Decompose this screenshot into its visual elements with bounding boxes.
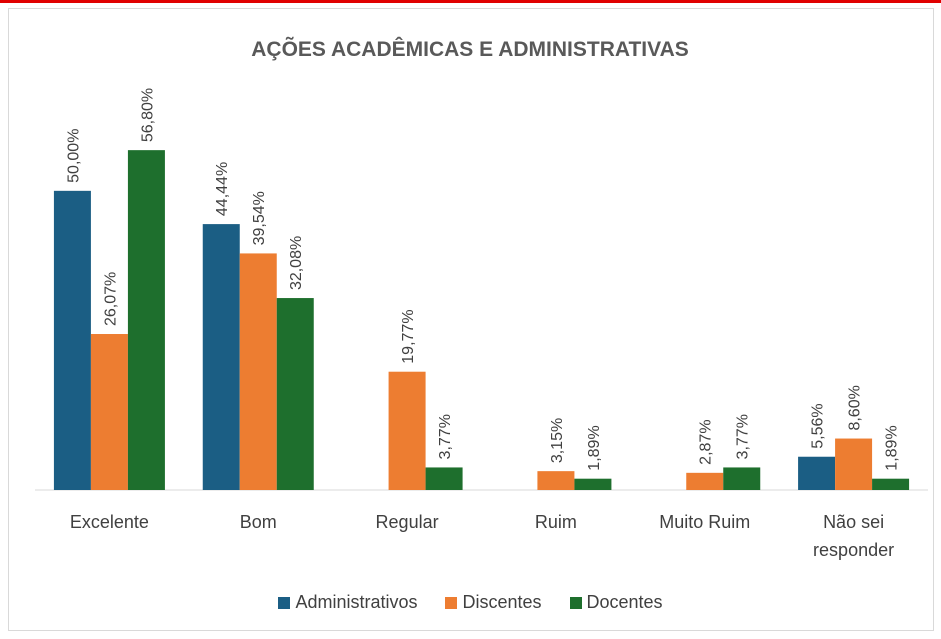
bar xyxy=(872,478,910,490)
bar xyxy=(388,371,426,490)
data-label: 1,89% xyxy=(586,425,603,470)
bar xyxy=(537,471,575,490)
bar xyxy=(127,150,165,490)
legend-swatch xyxy=(569,596,582,609)
bar xyxy=(202,224,240,491)
x-tick-label: Muito Ruim xyxy=(659,512,751,532)
legend-item: Docentes xyxy=(569,592,663,613)
data-label: 3,77% xyxy=(437,414,454,459)
bar xyxy=(835,438,873,490)
bar xyxy=(53,190,91,491)
chart-frame xyxy=(8,8,934,631)
bar xyxy=(574,478,612,490)
bar xyxy=(425,467,463,490)
top-rule xyxy=(0,0,941,3)
data-label: 39,54% xyxy=(251,191,268,245)
bar xyxy=(276,298,314,490)
data-label: 8,60% xyxy=(847,385,864,430)
x-tick-label: Excelente xyxy=(69,512,149,532)
bar xyxy=(723,467,761,490)
data-label: 2,87% xyxy=(698,419,715,464)
legend-label: Docentes xyxy=(586,592,663,612)
legend-swatch xyxy=(278,596,291,609)
data-label: 1,89% xyxy=(884,425,901,470)
bar xyxy=(239,253,277,490)
legend-item: Discentes xyxy=(445,592,542,613)
legend-item: Administrativos xyxy=(278,592,417,613)
bar xyxy=(686,472,724,490)
x-tick-label: Regular xyxy=(375,512,439,532)
chart-title: AÇÕES ACADÊMICAS E ADMINISTRATIVAS xyxy=(251,37,689,61)
data-label: 26,07% xyxy=(102,272,119,326)
legend: Administrativos Discentes Docentes xyxy=(0,592,941,613)
legend-swatch xyxy=(445,596,458,609)
x-tick-label: Bom xyxy=(239,512,277,532)
data-label: 56,80% xyxy=(139,88,156,142)
data-label: 50,00% xyxy=(65,129,82,183)
legend-label: Discentes xyxy=(462,592,542,612)
data-label: 3,15% xyxy=(549,418,566,463)
legend-label: Administrativos xyxy=(295,592,418,612)
data-label: 32,08% xyxy=(288,236,305,290)
data-label: 5,56% xyxy=(810,403,827,448)
data-label: 44,44% xyxy=(214,162,231,216)
x-tick-label: Não sei responder xyxy=(813,512,895,560)
bar xyxy=(90,334,128,490)
data-label: 3,77% xyxy=(735,414,752,459)
data-label: 19,77% xyxy=(400,309,417,363)
x-tick-label: Ruim xyxy=(534,512,577,532)
bar xyxy=(798,456,836,490)
